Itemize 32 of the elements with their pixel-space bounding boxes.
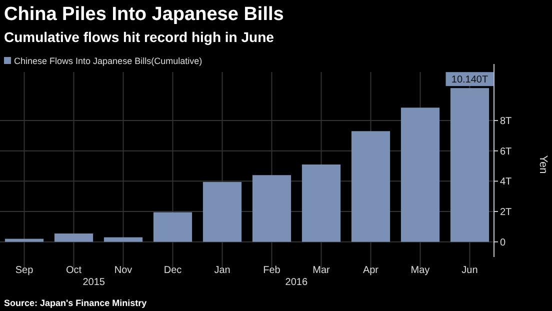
bar [302,164,341,242]
legend-label: Chinese Flows Into Japanese Bills(Cumulative) [14,56,202,66]
x-tick-label: Oct [66,265,82,276]
bar [202,182,242,242]
x-tick-label: Sep [15,265,34,276]
source-note: Source: Japan's Finance Ministry [4,298,147,308]
bar [54,233,94,242]
y-tick-label: 4T [500,176,512,188]
bar [351,131,390,242]
chart-subtitle: Cumulative flows hit record high in June [4,29,274,45]
data-label: 10.140T [451,74,488,86]
y-tick-label: 8T [500,116,512,128]
x-tick-label: Dec [164,265,182,276]
x-tick-label: Mar [312,265,331,276]
bar [104,237,143,242]
y-axis-title: Yen [537,155,549,174]
text: 2016 [285,277,308,288]
bar [4,238,44,242]
x-tick-label: Nov [114,265,132,276]
y-tick-label: 6T [500,146,512,158]
bar [252,175,292,242]
y-tick-label: 2T [500,207,512,218]
x-tick-label: Apr [362,265,380,276]
chart-title: China Piles Into Japanese Bills [4,4,284,25]
y-tick-label: 0 [500,237,506,248]
x-tick-label: May [410,265,430,276]
bar [400,108,440,242]
bar [153,212,192,242]
text: 2015 [82,277,106,288]
x-tick-label: Jan [214,265,230,276]
x-tick-label: Jun [462,265,478,276]
x-tick-label: Feb [263,265,281,276]
